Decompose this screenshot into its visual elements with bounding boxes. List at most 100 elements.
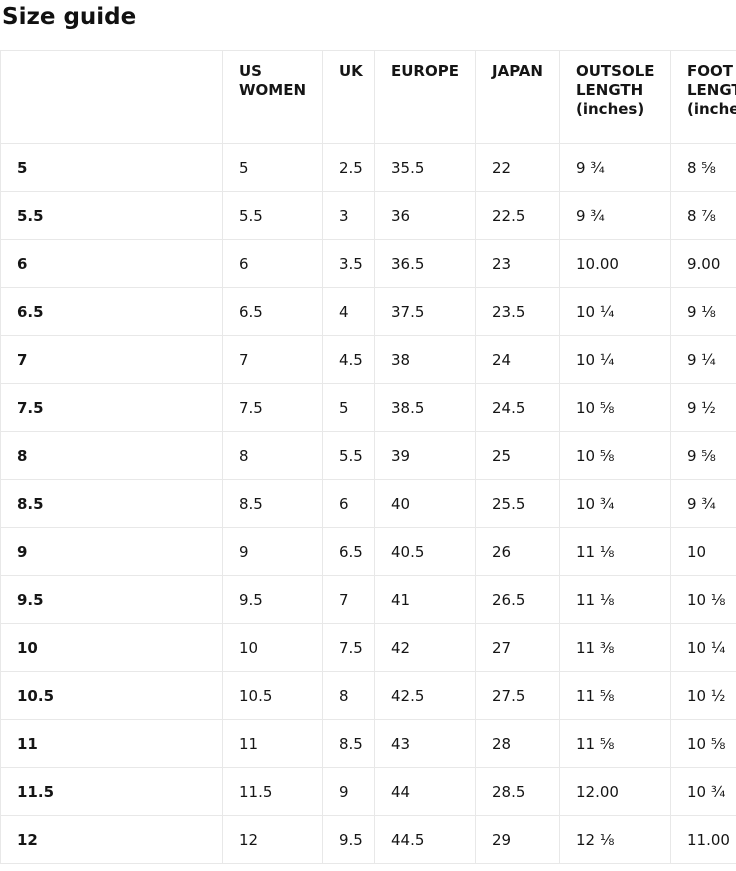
cell: 7 xyxy=(323,576,375,624)
row-label: 9.5 xyxy=(1,576,223,624)
cell: 10 ½ xyxy=(671,672,736,720)
cell: 40.5 xyxy=(375,528,476,576)
cell: 10 ¾ xyxy=(560,480,671,528)
cell: 10 xyxy=(223,624,323,672)
cell: 8 ⅞ xyxy=(671,192,736,240)
cell: 6.5 xyxy=(323,528,375,576)
cell: 40 xyxy=(375,480,476,528)
cell: 6 xyxy=(323,480,375,528)
column-header: EUROPE xyxy=(375,51,476,144)
cell: 23 xyxy=(476,240,560,288)
cell: 38 xyxy=(375,336,476,384)
cell: 10 ⅝ xyxy=(560,432,671,480)
column-header: OUTSOLE LENGTH (inches) xyxy=(560,51,671,144)
cell: 9 ¾ xyxy=(560,192,671,240)
cell: 38.5 xyxy=(375,384,476,432)
cell: 12 xyxy=(223,816,323,864)
row-label: 6.5 xyxy=(1,288,223,336)
cell: 8 xyxy=(323,672,375,720)
cell: 9.5 xyxy=(223,576,323,624)
cell: 9 ¼ xyxy=(671,336,736,384)
cell: 9.00 xyxy=(671,240,736,288)
cell: 4 xyxy=(323,288,375,336)
cell: 9 ½ xyxy=(671,384,736,432)
cell: 8.5 xyxy=(323,720,375,768)
cell: 11 ⅛ xyxy=(560,576,671,624)
cell: 9 xyxy=(323,768,375,816)
column-header: US WOMEN xyxy=(223,51,323,144)
row-label: 5 xyxy=(1,144,223,192)
cell: 22 xyxy=(476,144,560,192)
row-label: 11 xyxy=(1,720,223,768)
row-label: 5.5 xyxy=(1,192,223,240)
cell: 6 xyxy=(223,240,323,288)
cell: 10 ⅛ xyxy=(671,576,736,624)
cell: 7 xyxy=(223,336,323,384)
cell: 10 ¼ xyxy=(560,288,671,336)
page-title: Size guide xyxy=(2,4,736,30)
cell: 25.5 xyxy=(476,480,560,528)
cell: 10.00 xyxy=(560,240,671,288)
cell: 11.00 xyxy=(671,816,736,864)
cell: 10 ¾ xyxy=(671,768,736,816)
row-label: 12 xyxy=(1,816,223,864)
cell: 11 ⅝ xyxy=(560,672,671,720)
cell: 10 ⅝ xyxy=(560,384,671,432)
cell: 24 xyxy=(476,336,560,384)
cell: 11.5 xyxy=(223,768,323,816)
cell: 36.5 xyxy=(375,240,476,288)
cell: 7.5 xyxy=(323,624,375,672)
cell: 12 ⅛ xyxy=(560,816,671,864)
row-label: 6 xyxy=(1,240,223,288)
row-label: 11.5 xyxy=(1,768,223,816)
cell: 5 xyxy=(323,384,375,432)
cell: 6.5 xyxy=(223,288,323,336)
cell: 27 xyxy=(476,624,560,672)
cell: 11 ⅜ xyxy=(560,624,671,672)
cell: 26.5 xyxy=(476,576,560,624)
cell: 26 xyxy=(476,528,560,576)
cell: 10.5 xyxy=(223,672,323,720)
cell: 44.5 xyxy=(375,816,476,864)
cell: 11 ⅛ xyxy=(560,528,671,576)
cell: 42.5 xyxy=(375,672,476,720)
cell: 10 xyxy=(671,528,736,576)
cell: 3.5 xyxy=(323,240,375,288)
cell: 37.5 xyxy=(375,288,476,336)
cell: 12.00 xyxy=(560,768,671,816)
cell: 35.5 xyxy=(375,144,476,192)
row-label: 10.5 xyxy=(1,672,223,720)
column-header: UK xyxy=(323,51,375,144)
cell: 42 xyxy=(375,624,476,672)
cell: 8 ⅝ xyxy=(671,144,736,192)
cell: 22.5 xyxy=(476,192,560,240)
cell: 5.5 xyxy=(223,192,323,240)
cell: 8 xyxy=(223,432,323,480)
cell: 9 xyxy=(223,528,323,576)
cell: 25 xyxy=(476,432,560,480)
row-label: 10 xyxy=(1,624,223,672)
column-header: FOOT LENGTH (inches) xyxy=(671,51,736,144)
row-label: 7.5 xyxy=(1,384,223,432)
row-label: 8 xyxy=(1,432,223,480)
cell: 5 xyxy=(223,144,323,192)
cell: 9.5 xyxy=(323,816,375,864)
cell: 5.5 xyxy=(323,432,375,480)
cell: 4.5 xyxy=(323,336,375,384)
cell: 7.5 xyxy=(223,384,323,432)
cell: 27.5 xyxy=(476,672,560,720)
cell: 28.5 xyxy=(476,768,560,816)
